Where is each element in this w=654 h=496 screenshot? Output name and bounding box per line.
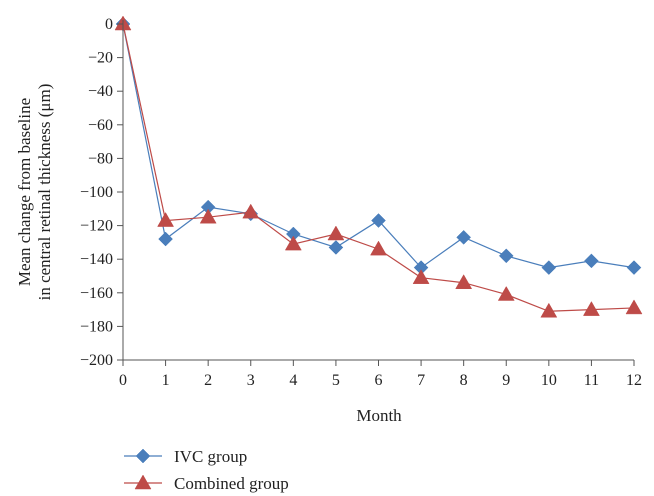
y-tick-label: −20	[88, 50, 113, 67]
x-tick-label: 9	[502, 372, 510, 389]
y-tick-label: −140	[80, 251, 113, 268]
ivc-data-point	[456, 230, 472, 245]
y-tick-label: −160	[80, 285, 113, 302]
y-tick-label: −80	[88, 150, 113, 167]
legend: IVC group Combined group	[124, 447, 289, 493]
y-axis-title-line-1: Mean change from baseline	[15, 98, 34, 286]
ivc-data-point	[626, 260, 642, 275]
y-tick-label: −120	[80, 218, 113, 235]
x-tick-label: 1	[162, 372, 170, 389]
legend-combined-label: Combined group	[174, 474, 289, 493]
x-tick-label: 4	[289, 372, 297, 389]
combined-data-point	[284, 235, 302, 251]
x-tick-label: 12	[626, 372, 642, 389]
ivc-data-point	[328, 240, 344, 255]
legend-ivc-marker	[135, 448, 151, 464]
x-tick-label: 10	[541, 372, 557, 389]
combined-data-point	[540, 302, 558, 318]
x-tick-label: 0	[119, 372, 127, 389]
x-tick-label: 11	[584, 372, 599, 389]
x-tick-label: 2	[204, 372, 212, 389]
y-tick-label: −100	[80, 184, 113, 201]
combined-data-point	[242, 203, 260, 219]
plot-area	[114, 15, 643, 318]
ivc-data-point	[498, 248, 514, 264]
legend-combined-marker	[134, 474, 152, 490]
x-tick-label: 7	[417, 372, 425, 389]
combined-data-point	[412, 269, 430, 284]
y-tick-label: 0	[105, 16, 113, 33]
combined-data-point	[497, 285, 515, 301]
ivc-data-point	[584, 253, 599, 269]
ivc-data-point	[371, 213, 386, 228]
legend-ivc-label: IVC group	[174, 447, 247, 466]
x-axis-title: Month	[356, 406, 402, 425]
ivc-data-point	[158, 231, 173, 247]
combined-data-point	[157, 212, 175, 227]
ivc-series-line	[122, 23, 635, 269]
combined-data-point	[199, 208, 217, 224]
y-tick-label: −200	[80, 352, 113, 369]
combined-data-point	[455, 274, 473, 289]
y-axis-title-line-2: in central retinal thickness (μm)	[35, 84, 54, 301]
combined-data-point	[582, 301, 600, 316]
y-tick-label: −40	[88, 83, 113, 100]
x-tick-label: 8	[460, 372, 468, 389]
x-tick-label: 5	[332, 372, 340, 389]
combined-series-line	[122, 23, 635, 312]
ivc-data-point	[541, 260, 557, 275]
y-tick-label: −60	[88, 117, 113, 134]
combined-data-point	[327, 225, 345, 241]
y-tick-label: −180	[80, 318, 113, 335]
x-tick-label: 3	[247, 372, 255, 389]
combined-data-point	[625, 299, 643, 315]
combined-data-point	[370, 240, 387, 256]
x-tick-label: 6	[375, 372, 383, 389]
